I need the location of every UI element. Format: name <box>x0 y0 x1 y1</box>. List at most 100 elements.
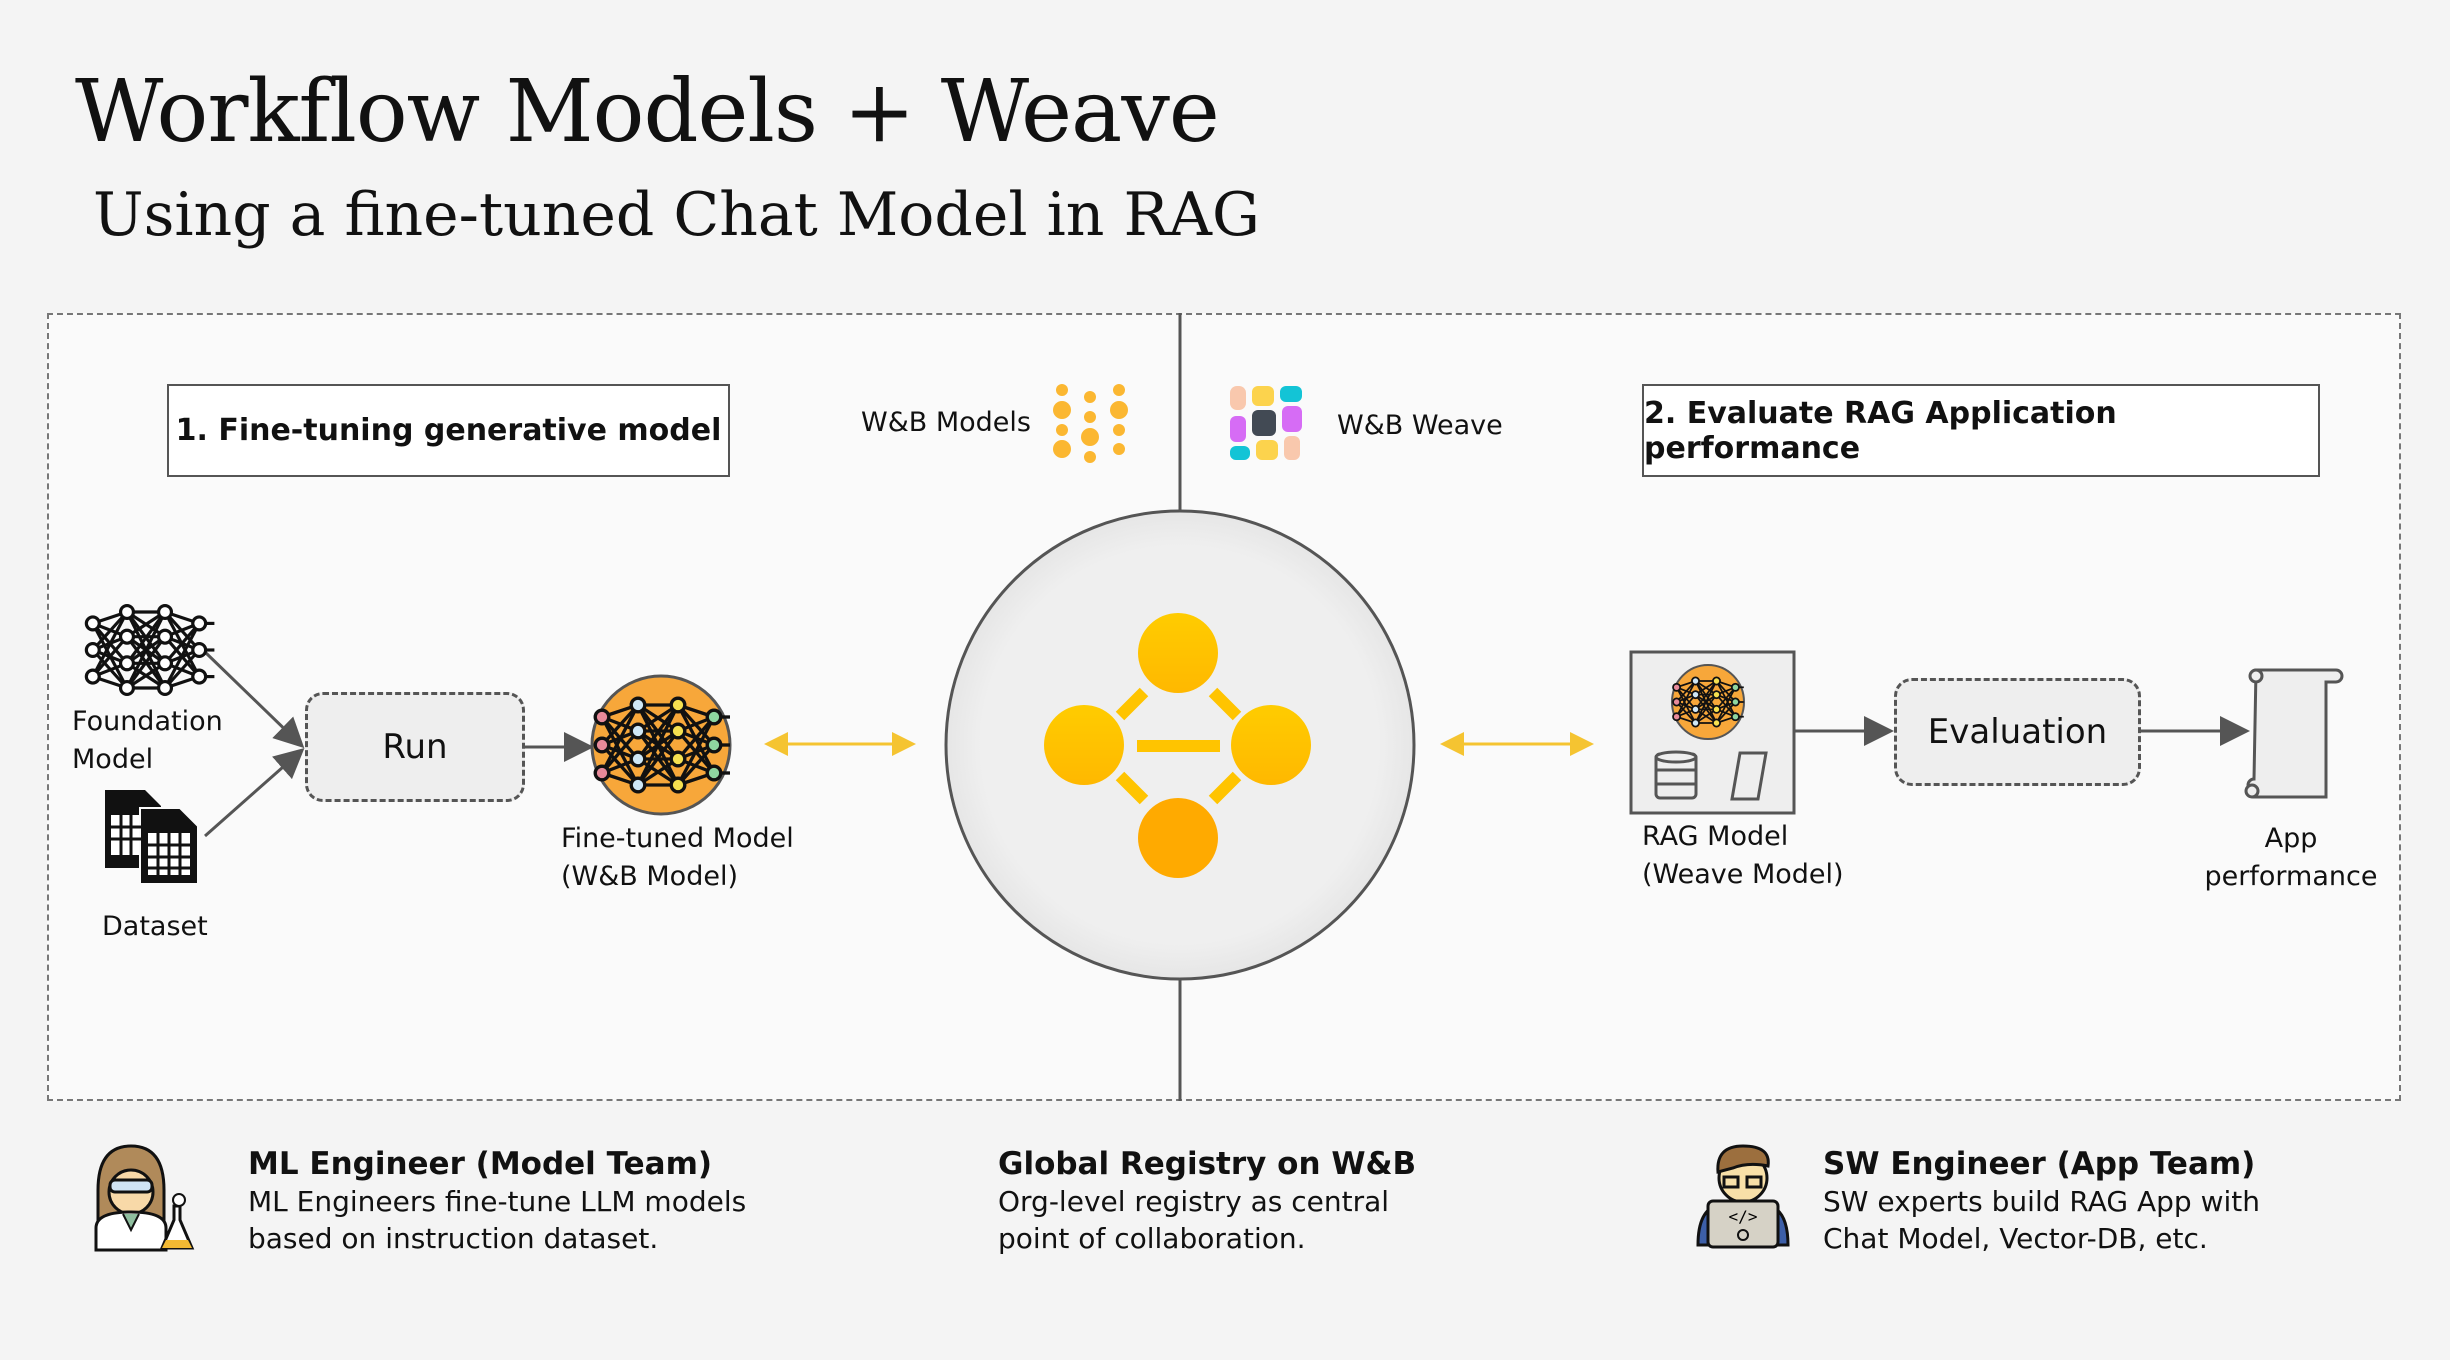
nn-node <box>1691 704 1700 714</box>
nn-node <box>705 736 723 754</box>
label-line: RAG Model <box>1642 821 1789 852</box>
nn-edge <box>636 704 680 760</box>
nn-node <box>629 722 647 740</box>
evaluation-node[interactable]: Evaluation <box>1894 678 2141 786</box>
database-icon <box>1654 750 1698 800</box>
nn-edge <box>125 635 167 689</box>
nn-node <box>1712 704 1721 714</box>
nn-node <box>191 641 208 659</box>
nn-node <box>629 750 647 768</box>
label-line: App <box>2264 823 2318 854</box>
nn-edge <box>125 611 167 689</box>
nn-node <box>593 764 611 782</box>
app-performance-label: App performance <box>2191 820 2391 896</box>
document-icon <box>1730 751 1768 801</box>
nn-node <box>1712 676 1721 686</box>
nn-edge <box>676 715 716 761</box>
arrow-foundation-to-run <box>204 651 305 749</box>
nn-node <box>669 750 687 768</box>
nn-node <box>705 764 723 782</box>
page-title: Workflow Models + Weave <box>75 62 1220 162</box>
nn-edge <box>91 635 129 678</box>
label-line: Model <box>72 744 154 775</box>
label-line: Foundation <box>72 706 223 737</box>
nn-node <box>669 776 687 794</box>
nn-edge <box>91 611 129 678</box>
registry-hub-icon <box>944 509 1416 981</box>
nn-node <box>156 603 174 621</box>
label-line: (Weave Model) <box>1642 859 1844 890</box>
persona-title: SW Engineer (App Team) <box>1823 1146 2256 1182</box>
step-2-label: 2. Evaluate RAG Application performance <box>1642 384 2320 477</box>
nn-node <box>705 708 723 726</box>
wandb-models-label: W&B Models <box>861 407 1031 438</box>
nn-node <box>629 776 647 794</box>
nn-node <box>1712 718 1721 728</box>
nn-node <box>1691 718 1700 728</box>
persona-desc: point of collaboration. <box>998 1222 1306 1255</box>
nn-node <box>593 708 611 726</box>
nn-node <box>84 668 101 685</box>
nn-node <box>191 668 208 685</box>
nn-node <box>1691 676 1700 686</box>
nn-node <box>191 615 208 632</box>
nn-node <box>1672 682 1682 692</box>
nn-edge <box>1715 686 1737 710</box>
nn-node <box>118 655 136 672</box>
nn-node <box>118 628 136 645</box>
fine-tuned-model-label: Fine-tuned Model (W&B Model) <box>561 820 794 896</box>
nn-node <box>1730 682 1740 692</box>
neural-network-icon <box>1672 676 1744 728</box>
nn-edge <box>676 716 716 786</box>
nn-node <box>118 603 136 621</box>
label-line: (W&B Model) <box>561 861 738 892</box>
persona-desc: based on instruction dataset. <box>248 1222 659 1255</box>
label-line: Fine-tuned Model <box>561 823 794 854</box>
nn-edge <box>1675 680 1697 718</box>
nn-edge <box>163 648 201 690</box>
nn-node <box>1730 697 1740 707</box>
nn-edge <box>1675 680 1697 703</box>
spreadsheet-files-icon <box>105 790 199 885</box>
nn-node <box>1712 690 1721 700</box>
run-node[interactable]: Run <box>305 692 525 802</box>
dataset-label: Dataset <box>102 911 208 942</box>
nn-edge <box>600 703 640 747</box>
nn-node <box>669 696 687 714</box>
persona-desc: Org-level registry as central <box>998 1185 1390 1218</box>
scroll-report-icon <box>2244 668 2344 799</box>
nn-edge <box>1694 694 1718 724</box>
sw-engineer-avatar: </> <box>1696 1144 1790 1249</box>
persona-desc: ML Engineers fine-tune LLM models <box>248 1185 747 1218</box>
persona-ml-engineer: ML Engineer (Model Team) ML Engineers fi… <box>248 1145 746 1257</box>
rag-model-label: RAG Model (Weave Model) <box>1642 818 1844 894</box>
nn-node <box>118 679 136 697</box>
nn-node <box>156 628 174 645</box>
nn-edge <box>600 729 640 775</box>
persona-desc: Chat Model, Vector-DB, etc. <box>1823 1222 2208 1255</box>
nn-edge <box>163 622 201 689</box>
nn-node <box>669 722 687 740</box>
persona-global-registry: Global Registry on W&B Org-level registr… <box>998 1145 1416 1257</box>
nn-edge <box>1715 686 1737 724</box>
wandb-weave-label: W&B Weave <box>1337 410 1503 441</box>
nn-node <box>593 736 611 754</box>
nn-node <box>1672 712 1682 722</box>
nn-edge <box>600 704 640 774</box>
persona-title: ML Engineer (Model Team) <box>248 1146 713 1182</box>
nn-edge <box>163 622 201 665</box>
foundation-model-label: Foundation Model <box>72 703 223 779</box>
persona-desc: SW experts build RAG App with <box>1823 1185 2260 1218</box>
ml-engineer-avatar <box>94 1144 195 1252</box>
step-1-label: 1. Fine-tuning generative model <box>167 384 730 477</box>
nn-edge <box>636 704 680 786</box>
neural-network-icon <box>84 603 215 697</box>
nn-edge <box>1715 701 1737 724</box>
persona-title: Global Registry on W&B <box>998 1146 1417 1182</box>
neural-network-icon <box>593 696 730 794</box>
nn-node <box>1672 697 1682 707</box>
page-subtitle: Using a fine-tuned Chat Model in RAG <box>93 180 1260 250</box>
nn-node <box>84 615 101 632</box>
nn-edge <box>1675 694 1697 718</box>
